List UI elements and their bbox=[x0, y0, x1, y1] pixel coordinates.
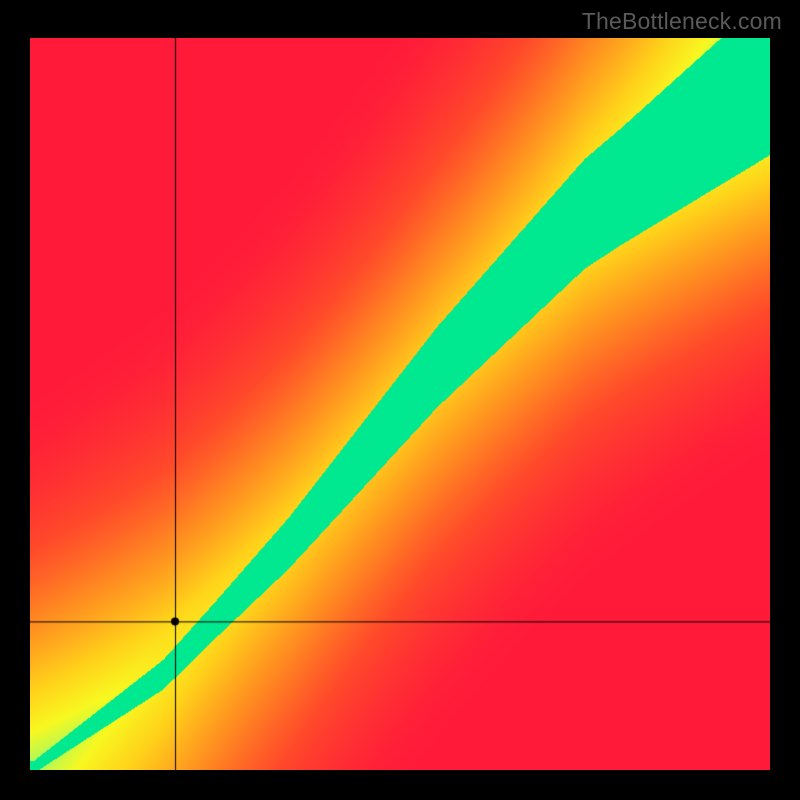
chart-container: TheBottleneck.com bbox=[0, 0, 800, 800]
heatmap-canvas bbox=[30, 38, 770, 770]
watermark-text: TheBottleneck.com bbox=[582, 8, 782, 35]
plot-area bbox=[30, 38, 770, 770]
